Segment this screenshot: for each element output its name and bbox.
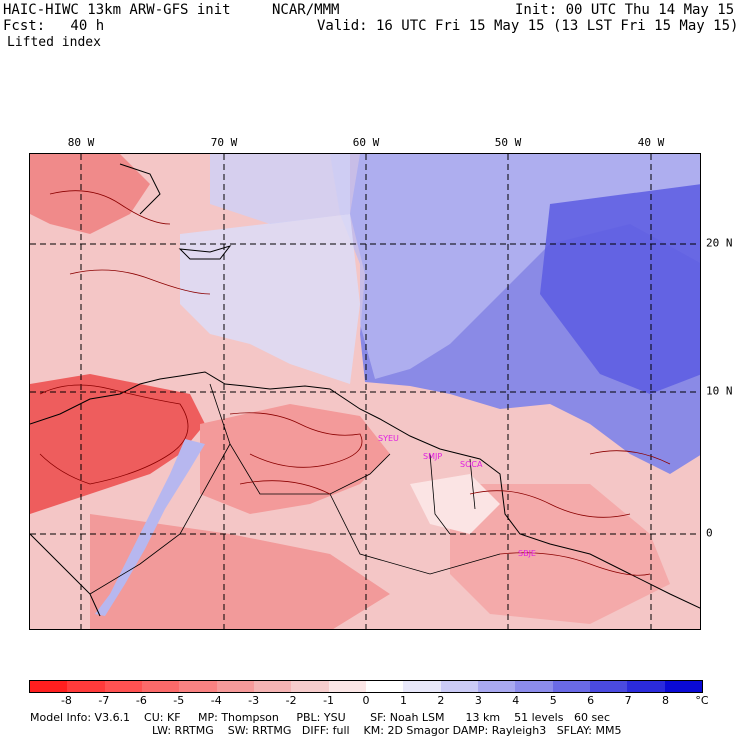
model-info-line1: Model Info: V3.6.1 CU: KF MP: Thompson P…	[30, 711, 610, 724]
field-name: Lifted index	[7, 35, 101, 50]
org-label: NCAR/MMM	[272, 2, 340, 18]
city-label-smjp: SMJP	[423, 452, 443, 461]
colorbar-swatch-9	[365, 681, 404, 692]
colorbar-swatch-13	[515, 681, 553, 692]
stable-region-north	[210, 154, 350, 224]
colorbar-tick-label: -2	[285, 694, 297, 707]
colorbar-tick-label: 0	[362, 694, 370, 707]
colorbar-swatch-6	[253, 681, 292, 692]
colorbar-tick-label: 7	[624, 694, 632, 707]
colorbar-swatch-14	[552, 681, 590, 692]
init-time: Init: 00 UTC Thu 14 May 15	[515, 2, 735, 18]
colorbar-tick-label: -7	[98, 694, 110, 707]
colorbar-tick-label: 8	[662, 694, 670, 707]
colorbar-swatch-17	[664, 681, 702, 692]
colorbar-tick-label: 3	[474, 694, 482, 707]
colorbar-swatch-7	[291, 681, 329, 692]
colorbar-swatch-1	[67, 681, 105, 692]
colorbar-tick-label: -3	[248, 694, 260, 707]
lon-label-60w: 60 W	[352, 136, 380, 149]
colorbar-tick-label: -5	[173, 694, 185, 707]
colorbar-swatch-4	[179, 681, 217, 692]
unstable-region-interior	[200, 404, 390, 514]
valid-time: Valid: 16 UTC Fri 15 May 15 (13 LST Fri …	[317, 18, 739, 34]
colorbar-swatch-8	[328, 681, 366, 692]
coastlines	[30, 163, 700, 617]
li-contours	[39, 190, 671, 576]
lifted-index-map	[30, 154, 700, 629]
colorbar-swatch-10	[403, 681, 441, 692]
colorbar-tick-label: 4	[512, 694, 520, 707]
forecast-hour: Fcst: 40 h	[3, 18, 105, 34]
colorbar-unit: °C	[695, 694, 709, 707]
city-label-sbje: SBJE	[518, 549, 536, 558]
unstable-region-caribbean-nw	[30, 154, 150, 234]
colorbar-swatch-11	[440, 681, 478, 692]
city-label-soca: SOCA	[460, 460, 483, 469]
lat-label-20n: 20 N	[706, 236, 733, 250]
unstable-region-south-east	[450, 484, 670, 624]
neutral-zone-guianas	[410, 474, 500, 534]
colorbar-tick-label: -1	[323, 694, 335, 707]
stable-channel-andes	[95, 439, 205, 616]
stable-region-caribbean	[180, 214, 360, 384]
graticule	[30, 154, 700, 629]
colorbar-swatch-2	[104, 681, 142, 692]
colorbar-tick-label: 1	[399, 694, 407, 707]
colorbar-swatch-5	[216, 681, 254, 692]
city-label-syeu: SYEU	[378, 434, 399, 443]
lat-label-0: 0	[706, 526, 713, 540]
colorbar-tick-label: -4	[210, 694, 222, 707]
stable-region-core	[540, 184, 700, 394]
colorbar	[29, 680, 703, 693]
lon-label-70w: 70 W	[210, 136, 238, 149]
colorbar-tick-label: -6	[135, 694, 147, 707]
colorbar-tick-label: -8	[60, 694, 72, 707]
colorbar-swatch-0	[30, 681, 68, 692]
lon-label-50w: 50 W	[494, 136, 522, 149]
lat-label-10n: 10 N	[706, 384, 733, 398]
lon-label-40w: 40 W	[637, 136, 665, 149]
country-borders	[89, 383, 501, 595]
lon-label-80w: 80 W	[67, 136, 95, 149]
colorbar-tick-label: 2	[437, 694, 445, 707]
map-panel[interactable]: SYEU SMJP SOCA SBJE	[29, 153, 701, 630]
colorbar-tick-label: 6	[587, 694, 595, 707]
unstable-region-colombia	[30, 374, 205, 514]
colorbar-swatch-15	[589, 681, 628, 692]
colorbar-swatch-16	[627, 681, 665, 692]
model-info-line2: LW: RRTMG SW: RRTMG DIFF: full KM: 2D Sm…	[152, 724, 622, 737]
unstable-region-amazon	[90, 514, 390, 629]
colorbar-swatch-12	[477, 681, 516, 692]
colorbar-tick-label: 5	[549, 694, 557, 707]
model-title: HAIC-HIWC 13km ARW-GFS init	[3, 2, 231, 18]
colorbar-swatch-3	[141, 681, 180, 692]
